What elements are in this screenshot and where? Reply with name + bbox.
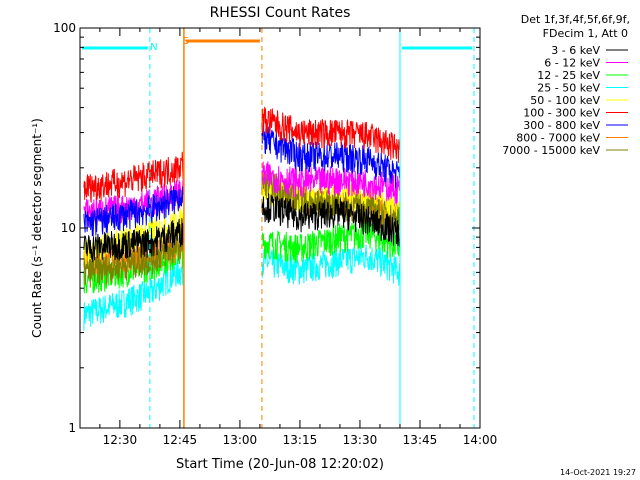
x-tick-label-1: 12:45 — [163, 433, 198, 447]
chart-title: RHESSI Count Rates — [210, 5, 351, 21]
x-axis-label: Start Time (20-Jun-08 12:20:02) — [176, 457, 384, 472]
annotation-n-label: N — [150, 42, 157, 53]
legend-header-line-1: Det 1f,3f,4f,5f,6f,9f, — [521, 13, 630, 26]
y-tick-label-0: 1 — [68, 421, 76, 435]
series-line-0-segment-1 — [261, 193, 401, 247]
series-line-5-segment-0 — [83, 151, 184, 203]
axis-layer: 12:30 12:45 13:00 13:15 13:30 13:45 14:00 1 10 10… — [53, 21, 497, 447]
series-line-5-segment-1 — [261, 106, 401, 163]
legend-label-6: 300 - 800 keV — [523, 119, 600, 132]
series-line-6-segment-1 — [261, 124, 401, 189]
legend: Det 1f,3f,4f,5f,6f,9f, FDecim 1, Att 0 3… — [502, 13, 630, 157]
series-line-2-segment-1 — [261, 218, 401, 263]
legend-label-0: 3 - 6 keV — [551, 44, 600, 57]
legend-label-5: 100 - 300 keV — [523, 107, 600, 120]
legend-label-8: 7000 - 15000 keV — [502, 144, 600, 157]
x-tick-label-0: 12:30 — [103, 433, 138, 447]
legend-label-3: 25 - 50 keV — [537, 82, 600, 95]
x-tick-label-6: 14:00 — [463, 433, 498, 447]
x-tick-label-4: 13:30 — [343, 433, 378, 447]
y-tick-label-1: 10 — [61, 221, 76, 235]
legend-label-7: 800 - 7000 keV — [516, 132, 600, 145]
timestamp-footer: 14-Oct-2021 19:27 — [560, 468, 636, 477]
legend-label-2: 12 - 25 keV — [537, 69, 600, 82]
series-line-6-segment-0 — [83, 186, 184, 237]
annotation-s-label: S — [183, 36, 189, 47]
series-line-4-segment-1 — [261, 176, 401, 225]
series-line-3-segment-0 — [83, 257, 184, 331]
x-tick-label-3: 13:15 — [283, 433, 318, 447]
series-line-0-segment-0 — [83, 218, 184, 263]
legend-label-4: 50 - 100 keV — [530, 94, 600, 107]
series-line-1-segment-1 — [261, 161, 401, 204]
legend-header-line-2: FDecim 1, Att 0 — [543, 27, 628, 40]
legend-label-1: 6 - 12 keV — [544, 57, 600, 70]
y-tick-label-2: 100 — [53, 21, 76, 35]
series-layer — [83, 106, 401, 331]
y-axis-label: Count Rate (s⁻¹ detector segment⁻¹) — [30, 118, 44, 338]
x-tick-label-5: 13:45 — [403, 433, 438, 447]
x-tick-label-2: 13:00 — [223, 433, 258, 447]
series-line-3-segment-1 — [261, 243, 401, 286]
